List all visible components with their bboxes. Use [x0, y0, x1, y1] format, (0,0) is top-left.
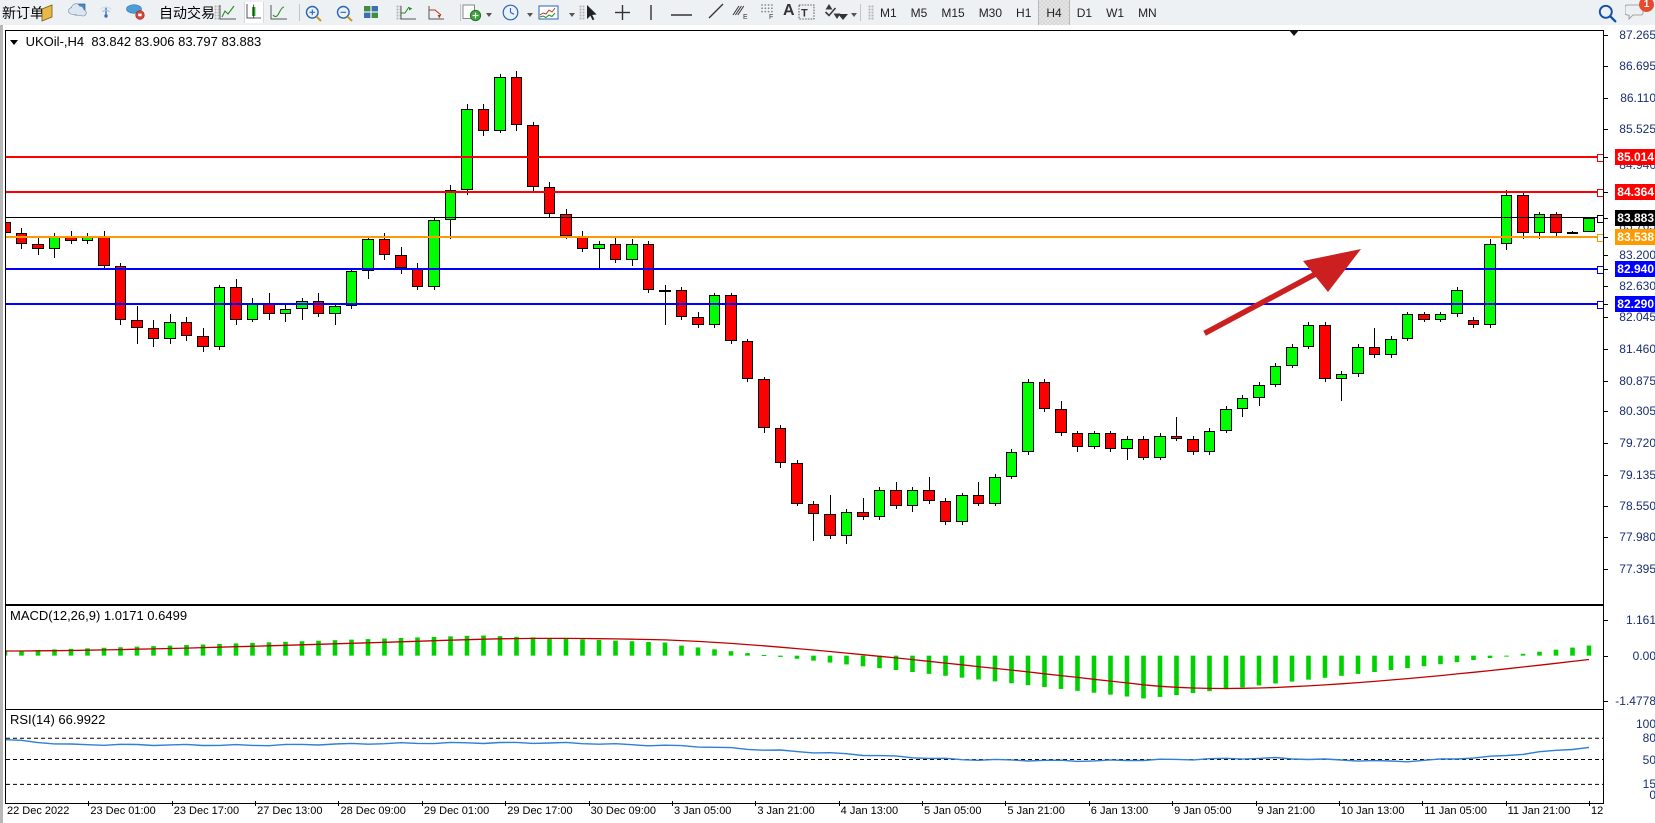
svg-text:F: F	[769, 14, 773, 20]
svg-text:T: T	[801, 8, 808, 20]
svg-text:E: E	[743, 14, 748, 20]
